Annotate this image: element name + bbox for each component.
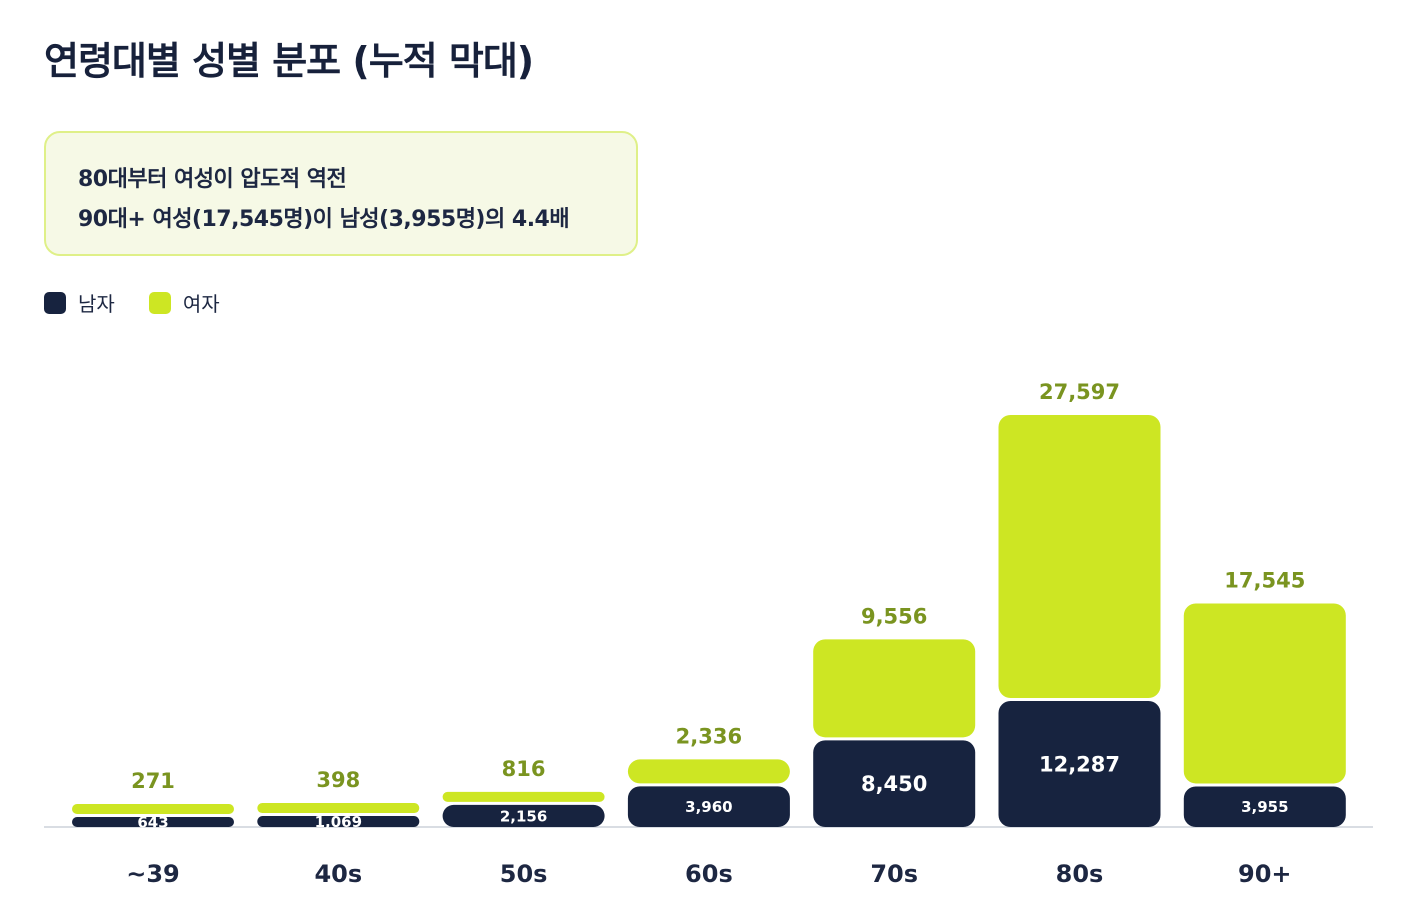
bar-male-5	[998, 701, 1161, 827]
insight-line-1: 80대부터 여성이 압도적 역전	[78, 167, 347, 192]
value-label-female-3: 2,336	[676, 724, 742, 748]
bar-female-0	[72, 804, 234, 814]
value-label-female-6: 17,545	[1224, 569, 1305, 593]
legend-swatch-female	[148, 291, 171, 314]
bar-female-6	[1183, 603, 1346, 784]
bar-male-6	[1183, 786, 1346, 827]
x-tick-label-6: 90+	[1238, 860, 1292, 888]
bar-male-0	[72, 817, 234, 827]
bar-female-5	[998, 415, 1161, 698]
x-tick-label-4: 70s	[870, 860, 918, 888]
x-tick-label-0: ~39	[126, 860, 180, 888]
x-tick-label-1: 40s	[314, 860, 362, 888]
x-tick-label-2: 50s	[500, 860, 548, 888]
legend-label-male: 남자	[78, 292, 115, 316]
legend-swatch-male	[44, 291, 66, 314]
chart-title: 연령대별 성별 분포 (누적 막대)	[44, 39, 534, 83]
value-label-male-2: 2,156	[500, 807, 547, 825]
bar-male-2	[442, 804, 605, 827]
value-label-male-1: 1,069	[315, 813, 362, 831]
bar-female-2	[442, 791, 605, 802]
value-label-female-0: 271	[131, 769, 175, 793]
value-label-male-0: 643	[137, 813, 168, 831]
value-label-male-4: 8,450	[861, 772, 927, 796]
value-label-male-6: 3,955	[1241, 798, 1288, 816]
legend: 남자 여자	[44, 288, 254, 317]
bar-female-1	[257, 803, 420, 814]
legend-item-female[interactable]: 여자	[148, 288, 220, 317]
bar-male-4	[813, 740, 976, 827]
bar-female-4	[813, 639, 976, 738]
x-tick-label-5: 80s	[1056, 860, 1104, 888]
value-label-male-3: 3,960	[685, 798, 732, 816]
bar-male-1	[257, 816, 420, 827]
bar-male-3	[627, 786, 790, 827]
value-label-female-1: 398	[316, 768, 360, 792]
value-label-female-2: 816	[502, 757, 546, 781]
value-label-male-5: 12,287	[1039, 753, 1120, 777]
x-tick-label-3: 60s	[685, 860, 733, 888]
legend-label-female: 여자	[182, 292, 220, 316]
insight-callout: 80대부터 여성이 압도적 역전 90대+ 여성(17,545명)이 남성(3,…	[44, 131, 638, 256]
legend-item-male[interactable]: 남자	[44, 288, 115, 317]
value-label-female-5: 27,597	[1039, 380, 1120, 404]
value-label-female-4: 9,556	[861, 604, 927, 628]
bar-female-3	[627, 759, 790, 784]
insight-line-2: 90대+ 여성(17,545명)이 남성(3,955명)의 4.4배	[78, 207, 570, 232]
